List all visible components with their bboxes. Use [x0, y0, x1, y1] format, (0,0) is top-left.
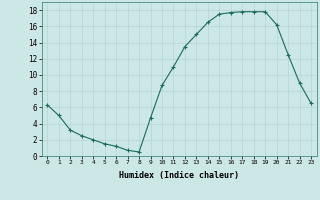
- X-axis label: Humidex (Indice chaleur): Humidex (Indice chaleur): [119, 171, 239, 180]
